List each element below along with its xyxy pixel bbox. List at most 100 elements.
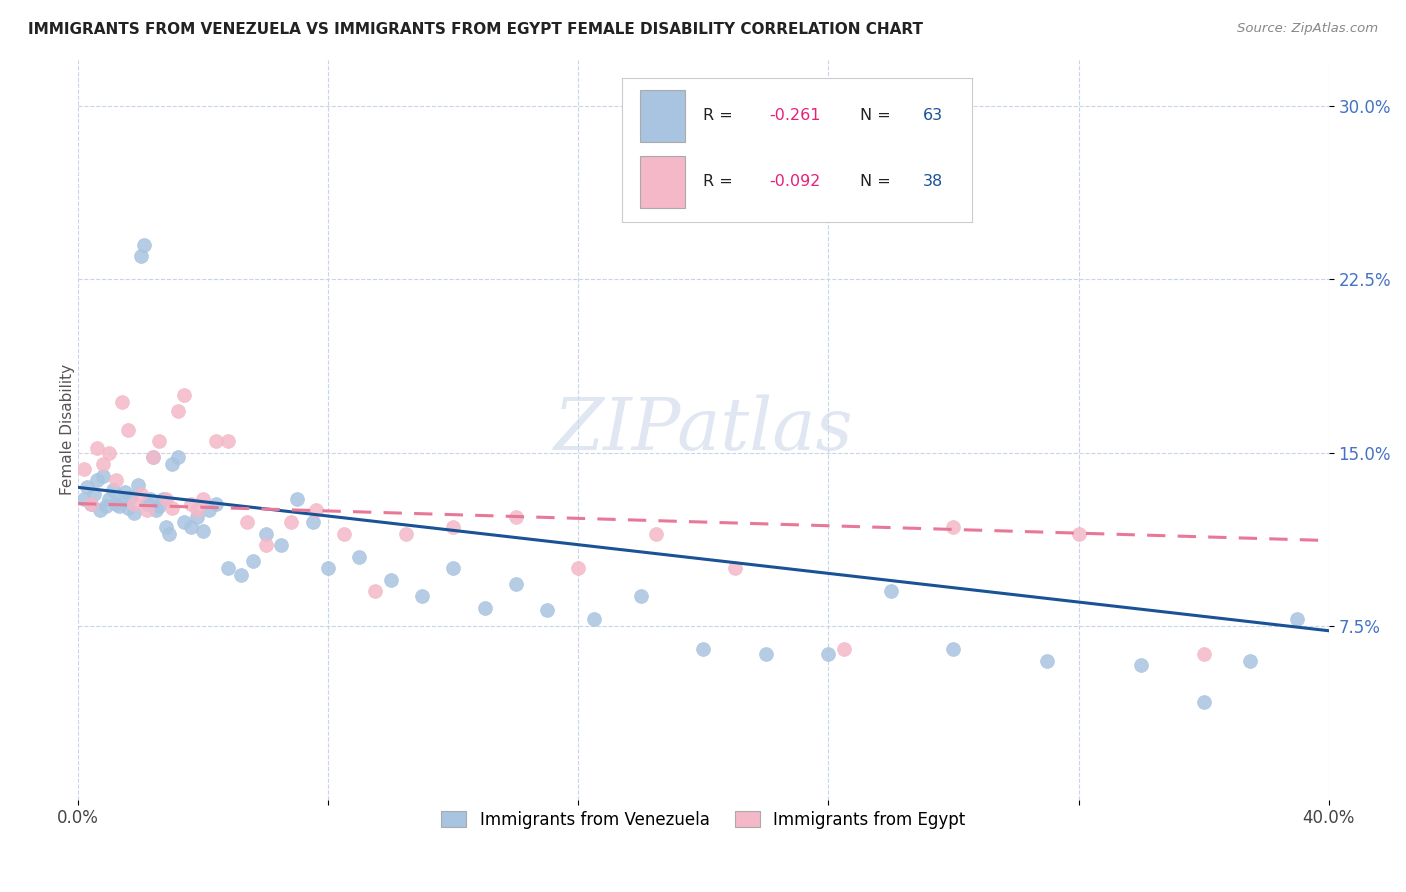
Point — [83, 487, 105, 501]
Point — [1036, 654, 1059, 668]
Point — [76, 480, 98, 494]
Point — [270, 538, 292, 552]
Point — [152, 491, 174, 506]
Point — [1239, 654, 1261, 668]
Point — [73, 462, 96, 476]
Point — [305, 503, 328, 517]
Point — [104, 474, 127, 488]
Point — [193, 491, 215, 506]
Point — [692, 642, 714, 657]
Point — [111, 494, 134, 508]
Point — [145, 503, 167, 517]
Point — [229, 568, 252, 582]
Point — [198, 503, 221, 517]
Point — [98, 445, 121, 459]
Point — [101, 483, 124, 497]
Point — [124, 497, 146, 511]
Point — [582, 612, 605, 626]
Point — [107, 499, 129, 513]
Point — [104, 497, 127, 511]
Point — [148, 434, 170, 449]
Point — [160, 501, 183, 516]
Point — [217, 561, 239, 575]
Text: Source: ZipAtlas.com: Source: ZipAtlas.com — [1237, 22, 1378, 36]
Point — [254, 526, 277, 541]
Point — [1130, 658, 1153, 673]
Point — [301, 515, 323, 529]
Point — [942, 519, 965, 533]
Point — [285, 491, 308, 506]
Point — [942, 642, 965, 657]
Point — [724, 561, 747, 575]
Point — [111, 394, 134, 409]
Point — [474, 600, 496, 615]
Legend: Immigrants from Venezuela, Immigrants from Egypt: Immigrants from Venezuela, Immigrants fr… — [434, 805, 972, 836]
Point — [79, 497, 101, 511]
Point — [96, 499, 118, 513]
Point — [129, 249, 152, 263]
Point — [536, 603, 558, 617]
Point — [155, 519, 177, 533]
Point — [204, 434, 226, 449]
Point — [91, 468, 114, 483]
Point — [167, 404, 190, 418]
Point — [567, 561, 589, 575]
Point — [204, 497, 226, 511]
Point — [129, 487, 152, 501]
Point — [441, 561, 464, 575]
Point — [755, 647, 778, 661]
Point — [1067, 526, 1090, 541]
Point — [114, 485, 136, 500]
Point — [135, 497, 157, 511]
Point — [157, 526, 180, 541]
Point — [117, 501, 139, 516]
Point — [280, 515, 302, 529]
Point — [505, 577, 527, 591]
Point — [73, 491, 96, 506]
Point — [1286, 612, 1309, 626]
Point — [380, 573, 402, 587]
Point — [180, 519, 202, 533]
Point — [645, 526, 668, 541]
Point — [364, 584, 387, 599]
Point — [242, 554, 264, 568]
Point — [193, 524, 215, 539]
Y-axis label: Female Disability: Female Disability — [59, 364, 75, 495]
Point — [132, 237, 155, 252]
Point — [142, 450, 165, 465]
Point — [186, 503, 208, 517]
Point — [630, 589, 652, 603]
Point — [127, 478, 149, 492]
Point — [236, 515, 259, 529]
Point — [832, 642, 855, 657]
Point — [79, 497, 101, 511]
Point — [411, 589, 433, 603]
Point — [98, 491, 121, 506]
Point — [120, 490, 142, 504]
Point — [86, 441, 108, 455]
Point — [173, 388, 195, 402]
Point — [117, 423, 139, 437]
Point — [89, 503, 111, 517]
Point — [1192, 695, 1215, 709]
Point — [395, 526, 418, 541]
Point — [139, 491, 162, 506]
Point — [217, 434, 239, 449]
Text: IMMIGRANTS FROM VENEZUELA VS IMMIGRANTS FROM EGYPT FEMALE DISABILITY CORRELATION: IMMIGRANTS FROM VENEZUELA VS IMMIGRANTS … — [28, 22, 924, 37]
Point — [817, 647, 839, 661]
Point — [333, 526, 356, 541]
Point — [142, 450, 165, 465]
Point — [505, 510, 527, 524]
Point — [124, 506, 146, 520]
Point — [155, 491, 177, 506]
Point — [167, 450, 190, 465]
Point — [148, 499, 170, 513]
Point — [880, 584, 903, 599]
Point — [186, 510, 208, 524]
Point — [91, 457, 114, 471]
Point — [316, 561, 339, 575]
Point — [180, 497, 202, 511]
Point — [135, 503, 157, 517]
Point — [349, 549, 371, 564]
Point — [1192, 647, 1215, 661]
